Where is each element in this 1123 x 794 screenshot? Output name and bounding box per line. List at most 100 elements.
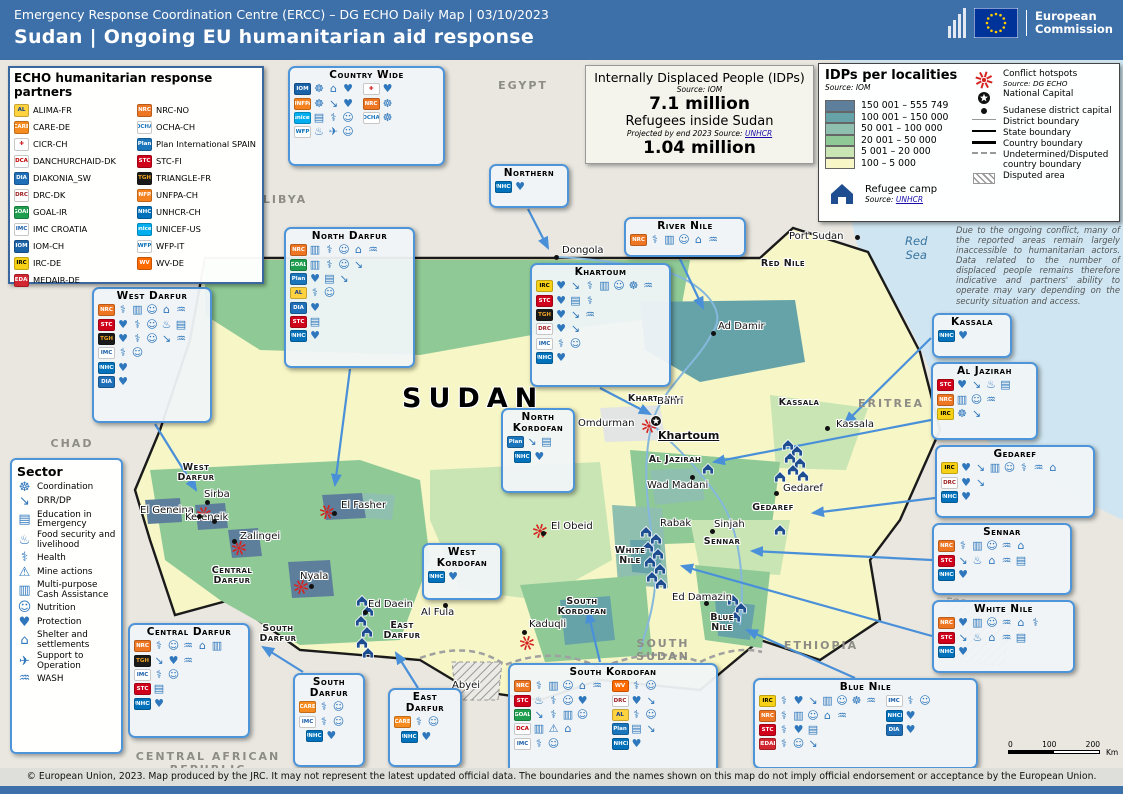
org-logo-imc: IMC — [14, 222, 29, 236]
education-icon: ▤ — [570, 293, 581, 307]
org-logo-plan: Plan — [290, 272, 307, 285]
region-box-title: East Darfur — [405, 691, 445, 715]
idp-class-label: 100 – 5 000 — [861, 157, 916, 169]
idp-class-row: 50 001 – 100 000 — [825, 123, 965, 135]
org-logo-care: CARE — [14, 120, 29, 134]
region-box-west-kordofan: West KordofanUNHCR♥ — [422, 543, 502, 600]
wash-icon: ♒ — [18, 671, 31, 687]
drr-dp-icon: ↘ — [328, 96, 339, 110]
callout-arrow — [810, 496, 936, 518]
org-logo-stc: STC — [98, 318, 115, 331]
header-bar: Emergency Response Coordination Centre (… — [0, 0, 1123, 60]
org-logo-stc: STC — [536, 294, 553, 307]
refugee-camp-marker — [356, 594, 368, 607]
protection-icon: ♥ — [631, 693, 642, 707]
disputed-area-icon — [973, 173, 995, 185]
partner-label: STC-FI — [156, 155, 182, 166]
health-icon: ⚕ — [907, 694, 914, 708]
drr-dp-icon: ↘ — [527, 435, 537, 449]
org-logo-cicr: ✚ — [362, 83, 380, 96]
health-icon: ⚕ — [321, 700, 327, 714]
org-logo-stc: STC — [514, 694, 531, 707]
org-logo-unhcr: UNHCR — [290, 330, 307, 343]
nutrition-icon: ☺ — [562, 693, 574, 707]
cash-icon: ▥ — [822, 694, 833, 708]
region-box-title: River Nile — [657, 220, 713, 232]
protection-icon: ♥ — [118, 360, 128, 374]
org-logo-diakonia: DIA — [98, 376, 115, 389]
partner-activity-row: DCA ▥ ⚠ ⌂ — [514, 723, 604, 736]
city-label: Port Sudan — [789, 231, 844, 242]
legend-symbol-label: Sudanese district capital — [1003, 105, 1112, 116]
drr-dp-icon: ↘ — [975, 475, 986, 489]
sector-item-wash: ♒ WASH — [17, 671, 116, 687]
city-dot — [689, 474, 695, 480]
nutrition-icon: ☺ — [338, 257, 350, 271]
protection-icon: ♥ — [18, 614, 31, 630]
wash-icon: ♒ — [1001, 616, 1012, 630]
partner-activity-row: DRC ♥ ↘ — [536, 323, 655, 336]
idp-stats-panel: Internally Displaced People (IDPs) Sourc… — [585, 65, 814, 164]
country-label: LIBYA — [262, 193, 308, 206]
nutrition-icon: ☺ — [17, 600, 32, 616]
city-label: El Obeid — [551, 521, 593, 532]
partner-activity-row: UNHCR♥ — [536, 351, 655, 365]
partner-activity-row: unicef▤ ⚕ ☺ — [294, 111, 355, 124]
legend-symbol-source: Source: DG ECHO — [1003, 79, 1068, 89]
nutrition-icon: ☺ — [613, 279, 625, 293]
org-logo-imc: IMC — [885, 695, 903, 708]
partner-activity-row: UNFPA☸ ↘ ♥ — [294, 96, 355, 110]
state-label: South Kordofan — [557, 596, 607, 618]
state-label: Sennar — [703, 536, 741, 547]
country-boundary-icon — [972, 141, 996, 145]
region-box-title: Central Darfur — [146, 626, 232, 638]
region-box-title: West Kordofan — [436, 546, 488, 570]
shelter-icon: ⌂ — [20, 632, 29, 648]
partner-item: IMC IMC CROATIA — [14, 222, 135, 238]
org-logo-tgh: TGH — [536, 308, 553, 321]
drr-dp-icon: ↘ — [161, 331, 172, 345]
partner-activity-row: UNHCR♥ — [938, 645, 1042, 658]
state-label: Kassala — [778, 397, 820, 408]
partner-item: GOAL GOAL-IR — [14, 205, 135, 221]
partner-label: UNICEF-US — [156, 223, 201, 234]
food-icon: ♨ — [534, 693, 544, 707]
sector-label: WASH — [37, 673, 64, 684]
health-icon: ⚕ — [20, 550, 29, 566]
partner-activity-row: GOAL ▥ ⚕ ☺ ↘ — [290, 257, 380, 271]
partner-activity-row: IRC ☸ ↘ — [937, 407, 1012, 420]
unhcr-link[interactable]: UNHCR — [744, 129, 773, 138]
protection-icon: ♥ — [556, 279, 566, 293]
partner-activity-row: CARE ⚕ ☺ — [394, 716, 440, 729]
idp-count: 7.1 million — [649, 94, 750, 114]
org-logo-goal: GOAL — [290, 258, 307, 271]
partner-label: GOAL-IR — [33, 206, 68, 217]
capital-label: Khartoum — [658, 429, 720, 442]
partner-activity-row: UNHCR♥ — [507, 449, 553, 463]
refugee-camp-marker — [774, 523, 786, 536]
conflict-hotspot-marker — [293, 579, 309, 595]
shelter-icon: ⌂ — [824, 708, 831, 722]
partner-activity-row: CARE ⚕ ☺ — [299, 700, 345, 714]
org-logo-dca: DCA — [514, 723, 531, 736]
org-logo-dca: DCA — [14, 154, 29, 168]
org-logo-alima: AL — [611, 708, 629, 721]
health-icon: ⚕ — [550, 693, 557, 707]
red-sea-label: Red Sea — [905, 234, 928, 262]
state-label: Khartoum — [627, 393, 679, 404]
region-box-northern: NorthernUNHCR♥ — [489, 164, 569, 208]
partner-activity-row: DRC ♥ ↘ — [611, 693, 658, 707]
nutrition-icon: ☺ — [986, 539, 998, 553]
partner-label: NRC-NO — [156, 104, 190, 115]
unhcr-link-2[interactable]: UNHCR — [895, 195, 924, 204]
protection-icon: ♥ — [118, 331, 128, 345]
state-boundary-icon — [972, 129, 996, 132]
partner-activity-row: UNHCR♥ — [299, 729, 345, 742]
protection-icon: ♥ — [556, 351, 566, 365]
protection-icon: ♥ — [958, 329, 968, 343]
partner-activity-row: UNHCR♥ — [885, 709, 932, 722]
state-label: Blue Nile — [710, 612, 734, 634]
protection-icon: ♥ — [534, 449, 545, 463]
